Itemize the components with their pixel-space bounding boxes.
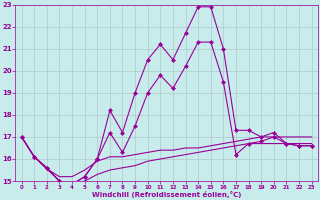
X-axis label: Windchill (Refroidissement éolien,°C): Windchill (Refroidissement éolien,°C) [92, 191, 241, 198]
